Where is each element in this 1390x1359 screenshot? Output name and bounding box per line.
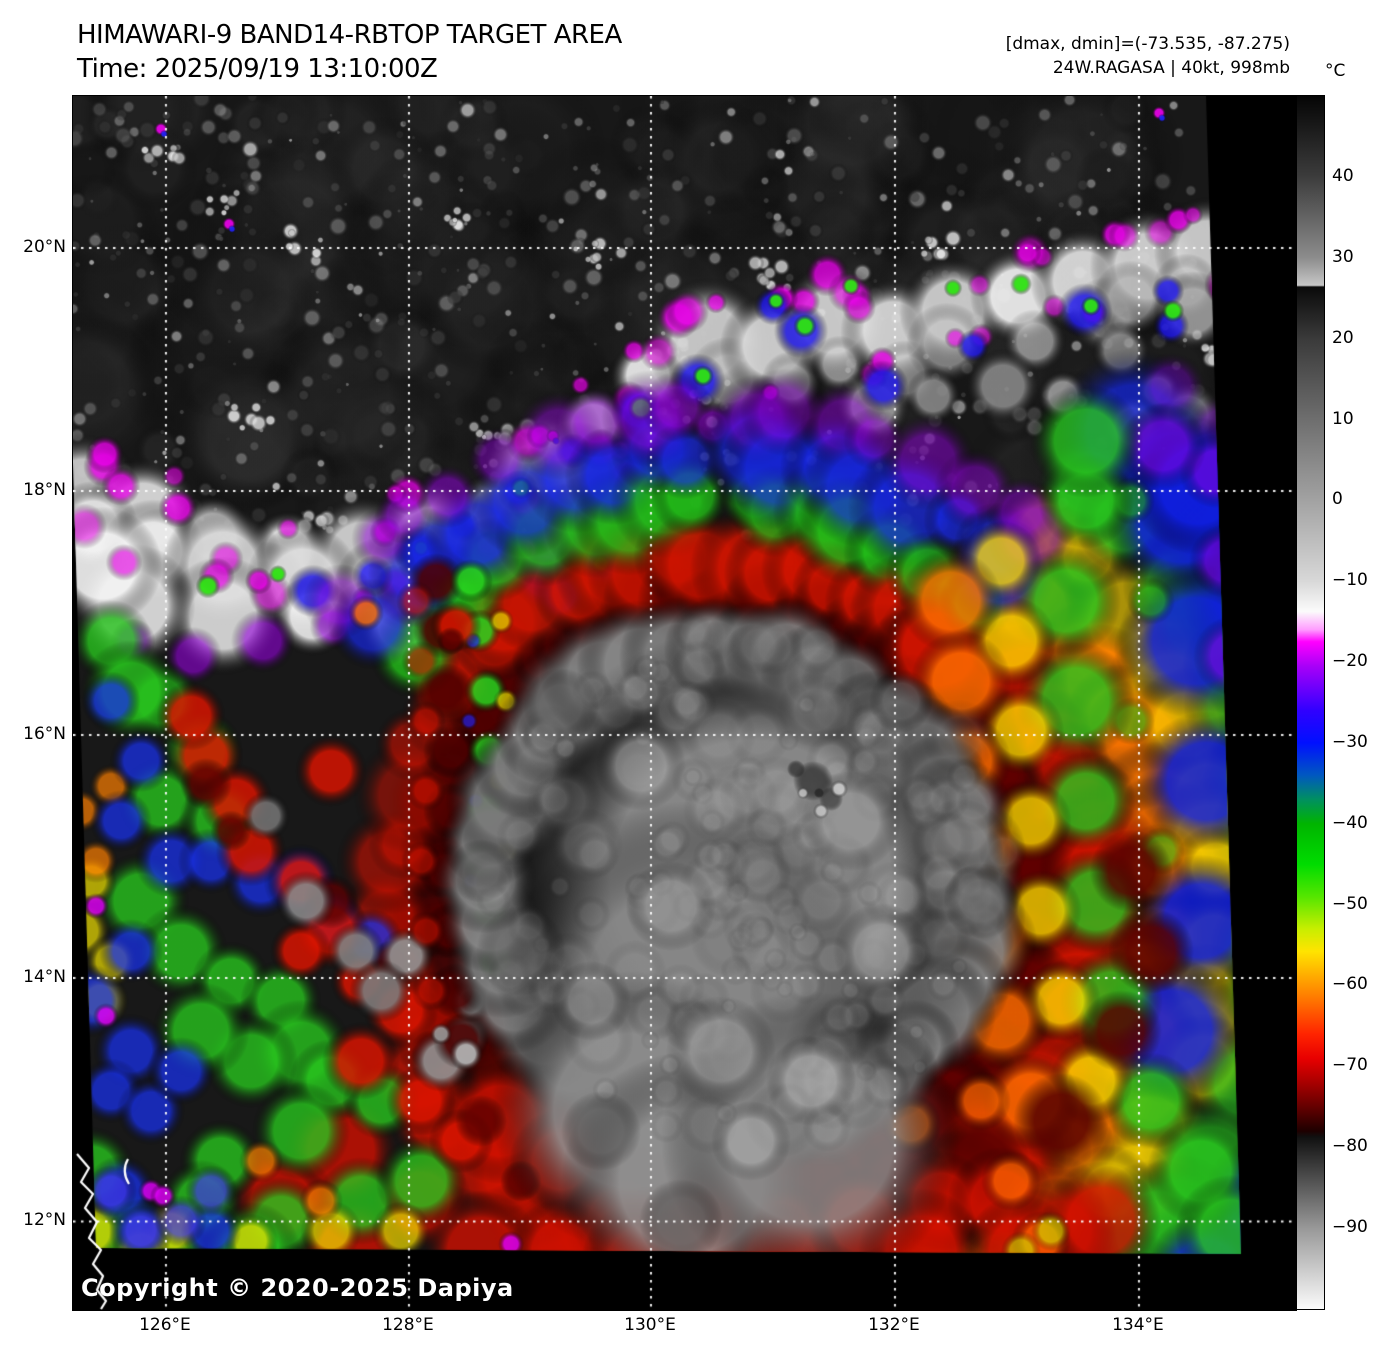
- x-tick-label-1: 128°E: [382, 1315, 434, 1335]
- colorbar-tick-label-13: −90: [1332, 1217, 1368, 1238]
- y-tick-label-3: 14°N: [23, 967, 66, 988]
- colorbar-tick-label-8: −40: [1332, 812, 1368, 833]
- y-tick-label-4: 12°N: [23, 1210, 66, 1231]
- page-title: HIMAWARI-9 BAND14-RBTOP TARGET AREA: [77, 20, 622, 50]
- colorbar-tick-label-0: 40: [1332, 165, 1354, 186]
- colorbar-tick-label-4: 0: [1332, 489, 1343, 510]
- colorbar-tick-label-12: −80: [1332, 1136, 1368, 1157]
- y-tick-label-2: 16°N: [23, 724, 66, 745]
- dmax-dmin-annotation: [dmax, dmin]=(-73.535, -87.275): [1005, 34, 1290, 54]
- colorbar-tick-label-9: −50: [1332, 893, 1368, 914]
- copyright-label: Copyright © 2020-2025 Dapiya: [81, 1274, 514, 1302]
- colorbar-tick-label-7: −30: [1332, 731, 1368, 752]
- y-tick-label-0: 20°N: [23, 236, 66, 257]
- colorbar-tick-label-2: 20: [1332, 327, 1354, 348]
- x-tick-label-4: 134°E: [1112, 1315, 1164, 1335]
- temperature-colorbar: [1296, 95, 1325, 1310]
- colorbar-tick-label-3: 10: [1332, 408, 1354, 429]
- colorbar-tick-label-10: −60: [1332, 974, 1368, 995]
- y-tick-label-1: 18°N: [23, 480, 66, 501]
- x-tick-label-0: 126°E: [139, 1315, 191, 1335]
- timestamp-line: Time: 2025/09/19 13:10:00Z: [77, 54, 438, 84]
- x-tick-label-3: 132°E: [868, 1315, 920, 1335]
- colorbar-tick-label-6: −20: [1332, 651, 1368, 672]
- colorbar-tick-label-1: 30: [1332, 246, 1354, 267]
- colorbar-units-label: °C: [1325, 61, 1346, 81]
- colorbar-tick-label-5: −10: [1332, 570, 1368, 591]
- satellite-image-canvas: [73, 96, 1296, 1310]
- x-tick-label-2: 130°E: [624, 1315, 676, 1335]
- satellite-map-frame: Copyright © 2020-2025 Dapiya: [72, 95, 1297, 1311]
- colorbar-tick-label-11: −70: [1332, 1055, 1368, 1076]
- storm-info-annotation: 24W.RAGASA | 40kt, 998mb: [1052, 58, 1290, 78]
